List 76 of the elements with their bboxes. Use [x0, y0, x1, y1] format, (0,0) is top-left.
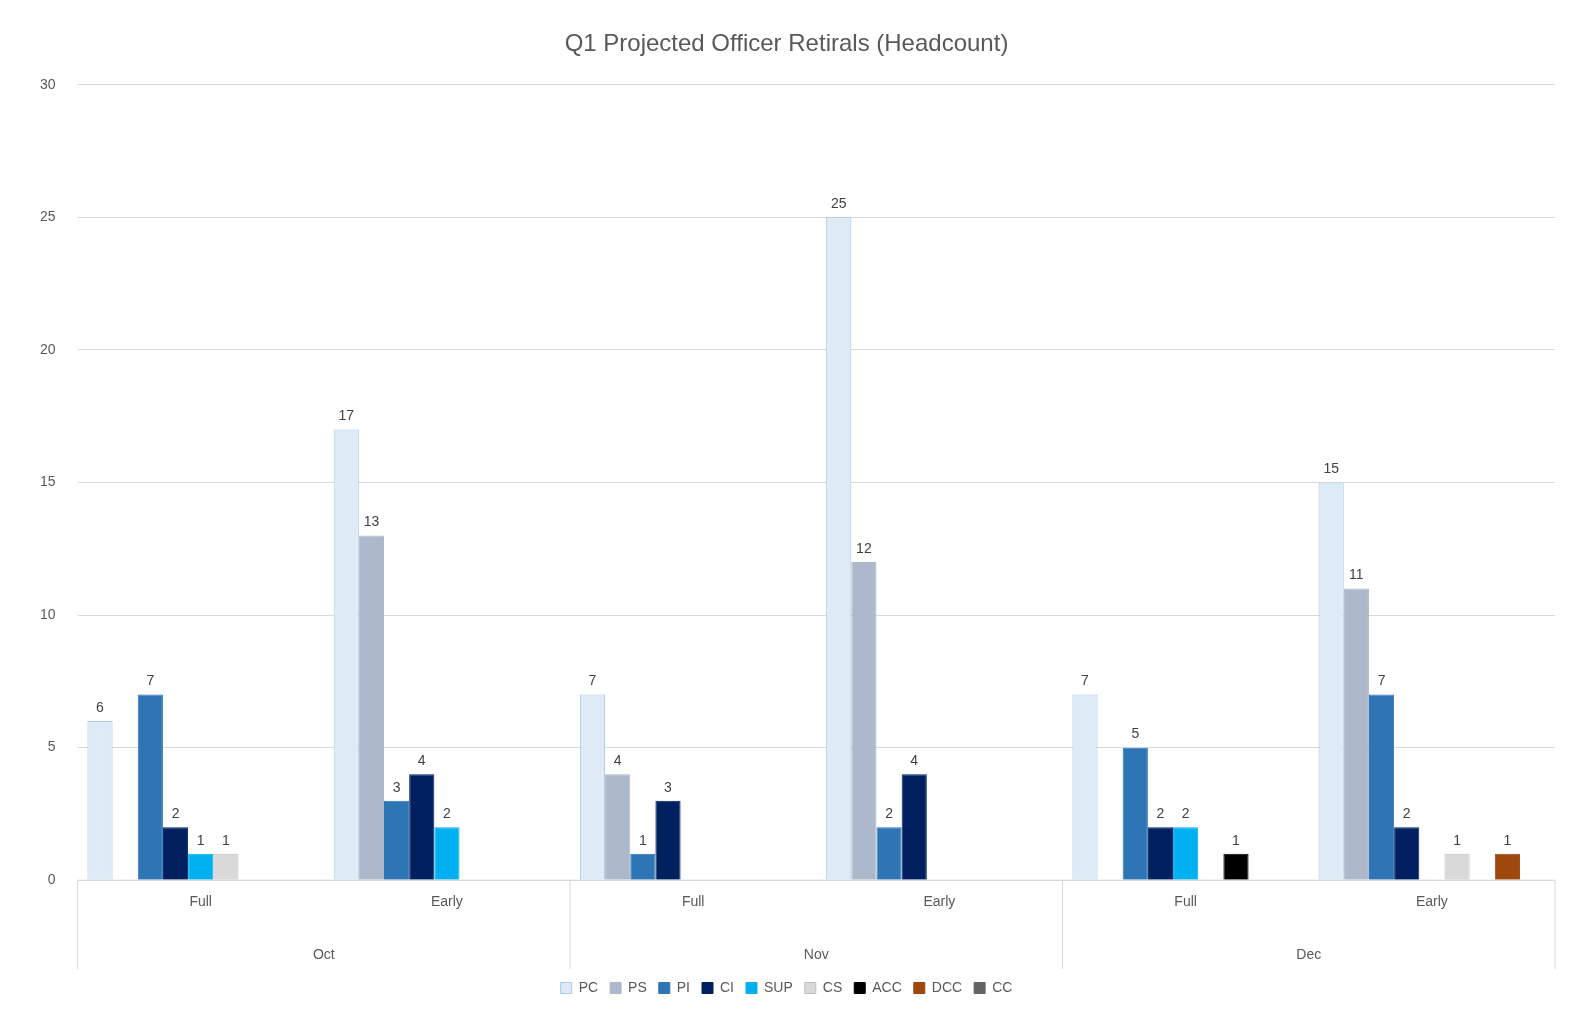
bar — [434, 827, 460, 880]
x-tick-label: Full — [189, 893, 212, 910]
legend-label: CS — [822, 978, 843, 995]
legend-label: CC — [992, 978, 1013, 995]
bar — [876, 827, 902, 880]
data-label: 6 — [96, 698, 105, 715]
bar — [137, 694, 163, 880]
x-tick-label: Full — [681, 893, 705, 910]
text: Dec — [1296, 945, 1322, 962]
legend-label: ACC — [872, 978, 902, 995]
data-label: 17 — [338, 407, 355, 424]
y-tick-label: 30 — [39, 75, 56, 92]
y-tick-label: 5 — [47, 738, 56, 755]
text: Nov — [803, 945, 829, 962]
data-label: 4 — [417, 752, 426, 769]
bar — [384, 800, 410, 880]
bar — [188, 853, 214, 880]
legend-label: CI — [720, 978, 734, 995]
x-tick-label: Full — [1174, 893, 1197, 910]
bar — [1394, 827, 1420, 880]
bar — [630, 853, 656, 880]
bar — [605, 774, 631, 880]
data-label: 2 — [171, 805, 180, 822]
bar — [901, 774, 927, 880]
bar — [1147, 827, 1174, 880]
bar — [358, 535, 384, 880]
data-label: 25 — [830, 195, 847, 212]
bar — [1173, 827, 1199, 880]
bar — [162, 827, 189, 880]
data-label: 5 — [1131, 725, 1140, 742]
y-tick-label: 0 — [47, 871, 56, 888]
data-label: 3 — [664, 778, 673, 795]
bar — [1223, 853, 1249, 880]
data-label: 2 — [443, 805, 452, 822]
data-label: 7 — [146, 672, 155, 689]
data-label: 7 — [1377, 672, 1386, 689]
bar — [1368, 694, 1395, 880]
bar — [851, 562, 877, 880]
data-label: 1 — [638, 831, 647, 848]
data-label: 1 — [221, 831, 230, 848]
legend-label: PC — [578, 978, 599, 995]
data-label: 7 — [588, 672, 597, 689]
data-label: 11 — [1349, 566, 1364, 583]
bar — [409, 774, 435, 880]
data-label: 2 — [1156, 805, 1165, 822]
legend-label: PS — [628, 978, 647, 995]
data-label: 1 — [1453, 831, 1462, 848]
data-label: 1 — [196, 831, 205, 848]
y-tick-label: 20 — [39, 340, 56, 357]
data-label: 12 — [856, 539, 872, 556]
bar — [655, 800, 681, 880]
data-label: 4 — [910, 752, 919, 769]
data-label: 15 — [1323, 460, 1340, 477]
data-label: 2 — [1402, 805, 1411, 822]
data-label: 4 — [613, 752, 622, 769]
data-label: 7 — [1081, 672, 1090, 689]
data-label: 2 — [885, 805, 894, 822]
x-tick-label: Early — [923, 893, 956, 910]
data-label: 1 — [1503, 831, 1512, 848]
legend-label: SUP — [764, 978, 793, 995]
chart-title: Q1 Projected Officer Retirals (Headcount) — [564, 29, 1009, 57]
x-tick-label: Early — [430, 893, 463, 910]
bar — [1343, 588, 1369, 880]
legend-label: DCC — [931, 978, 963, 995]
data-label: 13 — [363, 513, 380, 530]
y-tick-label: 25 — [39, 208, 56, 225]
data-label: 3 — [392, 778, 401, 795]
bar — [1494, 853, 1520, 880]
data-label: 1 — [1232, 831, 1241, 848]
y-tick-label: 10 — [39, 605, 56, 622]
data-label: 2 — [1181, 805, 1190, 822]
x-tick-label: Early — [1415, 893, 1448, 910]
y-tick-label: 15 — [39, 473, 56, 490]
text: Oct — [312, 945, 335, 962]
legend-label: PI — [676, 978, 691, 995]
bar — [1122, 747, 1148, 880]
